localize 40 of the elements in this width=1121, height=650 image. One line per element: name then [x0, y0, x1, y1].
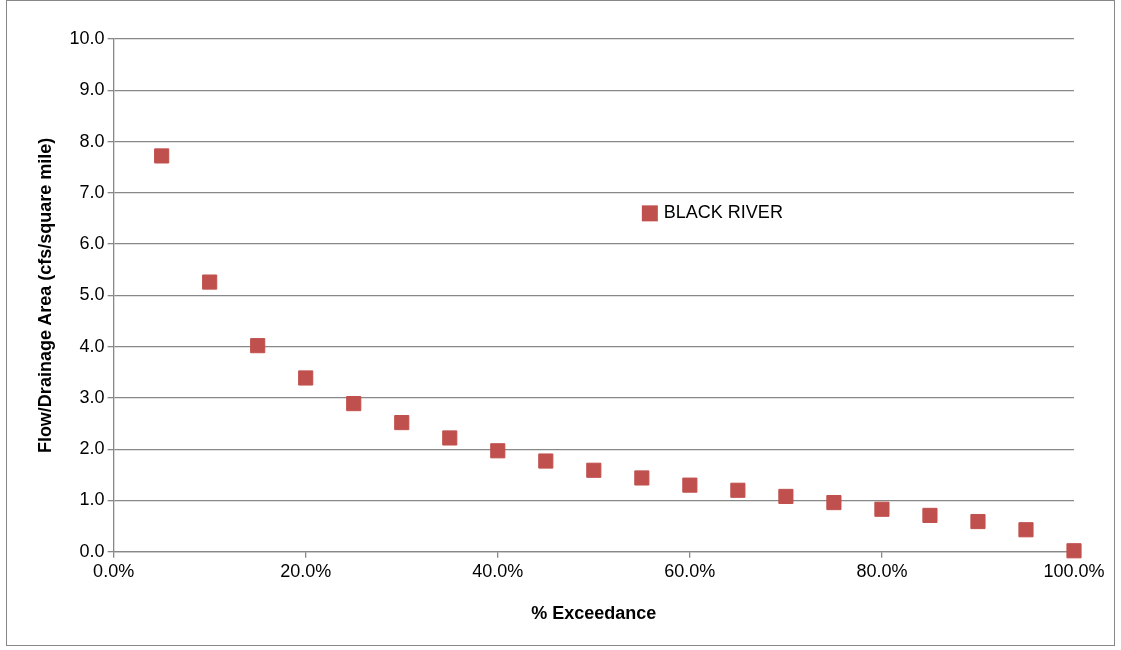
y-tick-label: 10.0 — [69, 27, 105, 48]
point — [298, 370, 314, 386]
point — [586, 462, 602, 478]
point — [826, 495, 842, 511]
x-tick-label: 80.0% — [856, 560, 908, 581]
point — [1066, 543, 1082, 559]
x-tick-label: 60.0% — [664, 560, 716, 581]
y-tick-label: 4.0 — [79, 335, 105, 356]
x-tick-label: 0.0% — [93, 560, 135, 581]
point — [202, 274, 218, 290]
point — [154, 148, 170, 164]
point — [1018, 522, 1034, 538]
y-tick-label: 7.0 — [79, 181, 105, 202]
x-tick-label: 20.0% — [280, 560, 332, 581]
point — [778, 488, 794, 504]
y-tick-label: 5.0 — [79, 284, 105, 305]
y-tick-label: 3.0 — [79, 386, 105, 407]
y-axis-title: Flow/Drainage Area (cfs/square mile) — [34, 137, 55, 454]
point — [730, 482, 746, 498]
point — [970, 513, 986, 530]
point — [634, 470, 650, 486]
point — [874, 501, 890, 517]
point — [346, 396, 362, 412]
x-axis-title: % Exceedance — [531, 603, 657, 624]
y-tick-label: 0.0 — [79, 540, 105, 561]
y-tick-label: 9.0 — [79, 79, 105, 100]
point — [682, 477, 698, 493]
y-tick-label: 8.0 — [79, 130, 105, 151]
point — [250, 338, 266, 354]
x-tick-label: 40.0% — [472, 560, 524, 581]
legend-label: BLACK RIVER — [663, 202, 783, 223]
point — [922, 507, 938, 523]
point — [442, 430, 458, 446]
point — [394, 415, 410, 431]
y-tick-label: 1.0 — [79, 489, 105, 510]
x-tick-label: 100.0% — [1043, 560, 1105, 581]
y-tick-label: 2.0 — [79, 438, 105, 459]
point — [538, 453, 554, 469]
point — [490, 443, 506, 459]
y-tick-label: 6.0 — [79, 233, 105, 254]
